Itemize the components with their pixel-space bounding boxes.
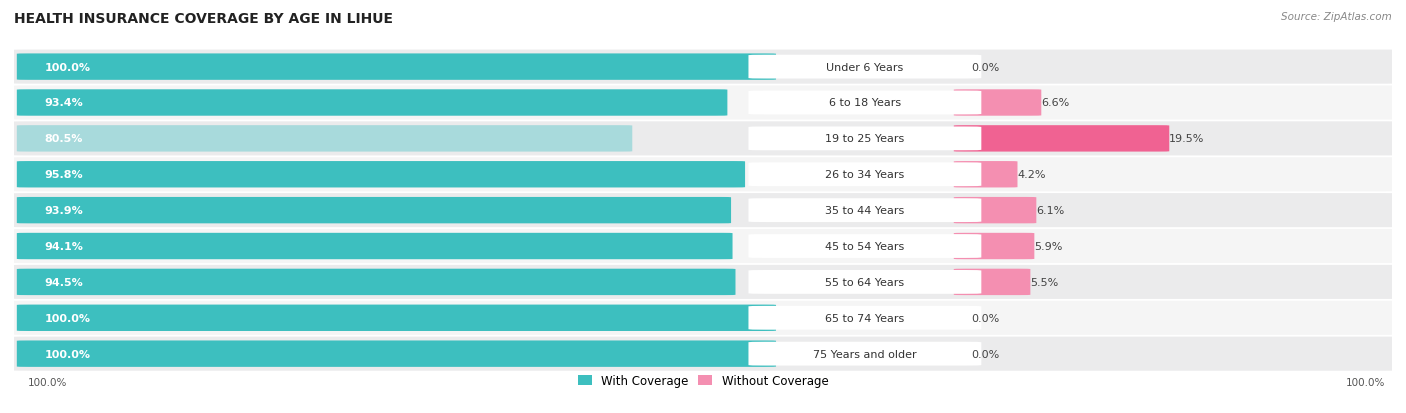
Text: 93.9%: 93.9% [45,206,83,216]
FancyBboxPatch shape [748,56,981,79]
Text: 95.8%: 95.8% [45,170,83,180]
FancyBboxPatch shape [953,233,1035,260]
Text: HEALTH INSURANCE COVERAGE BY AGE IN LIHUE: HEALTH INSURANCE COVERAGE BY AGE IN LIHU… [14,12,394,26]
FancyBboxPatch shape [953,161,1018,188]
FancyBboxPatch shape [7,122,1406,156]
FancyBboxPatch shape [748,91,981,115]
FancyBboxPatch shape [748,163,981,187]
Text: 4.2%: 4.2% [1018,170,1046,180]
Text: 100.0%: 100.0% [1346,377,1385,387]
Text: 6.6%: 6.6% [1042,98,1070,108]
Text: 0.0%: 0.0% [972,313,1000,323]
FancyBboxPatch shape [17,126,633,152]
FancyBboxPatch shape [17,233,733,260]
FancyBboxPatch shape [7,230,1406,263]
Text: 6 to 18 Years: 6 to 18 Years [830,98,901,108]
Text: 19.5%: 19.5% [1170,134,1205,144]
Text: 26 to 34 Years: 26 to 34 Years [825,170,904,180]
FancyBboxPatch shape [17,269,735,295]
Text: 94.1%: 94.1% [45,242,83,252]
Text: 100.0%: 100.0% [45,62,90,72]
Text: 65 to 74 Years: 65 to 74 Years [825,313,904,323]
FancyBboxPatch shape [17,197,731,224]
FancyBboxPatch shape [7,158,1406,192]
Text: 0.0%: 0.0% [972,349,1000,359]
FancyBboxPatch shape [17,90,727,116]
FancyBboxPatch shape [7,301,1406,335]
Text: 80.5%: 80.5% [45,134,83,144]
FancyBboxPatch shape [748,271,981,294]
Text: 100.0%: 100.0% [28,377,67,387]
Text: 55 to 64 Years: 55 to 64 Years [825,277,904,287]
Text: 100.0%: 100.0% [45,313,90,323]
FancyBboxPatch shape [17,54,776,81]
FancyBboxPatch shape [17,161,745,188]
Text: 93.4%: 93.4% [45,98,83,108]
FancyBboxPatch shape [7,337,1406,371]
FancyBboxPatch shape [17,341,776,367]
Text: 6.1%: 6.1% [1036,206,1064,216]
FancyBboxPatch shape [953,197,1036,224]
Text: 5.5%: 5.5% [1031,277,1059,287]
Text: 75 Years and older: 75 Years and older [813,349,917,359]
FancyBboxPatch shape [953,269,1031,295]
Text: 100.0%: 100.0% [45,349,90,359]
Text: 0.0%: 0.0% [972,62,1000,72]
Text: 5.9%: 5.9% [1035,242,1063,252]
FancyBboxPatch shape [17,305,776,331]
FancyBboxPatch shape [748,342,981,366]
FancyBboxPatch shape [7,50,1406,85]
FancyBboxPatch shape [7,265,1406,299]
Text: 19 to 25 Years: 19 to 25 Years [825,134,904,144]
Text: Under 6 Years: Under 6 Years [827,62,904,72]
FancyBboxPatch shape [953,126,1170,152]
FancyBboxPatch shape [7,86,1406,120]
Text: 45 to 54 Years: 45 to 54 Years [825,242,904,252]
FancyBboxPatch shape [748,127,981,151]
FancyBboxPatch shape [748,306,981,330]
FancyBboxPatch shape [748,235,981,258]
Text: Source: ZipAtlas.com: Source: ZipAtlas.com [1281,12,1392,22]
FancyBboxPatch shape [748,199,981,223]
FancyBboxPatch shape [7,194,1406,228]
Text: 94.5%: 94.5% [45,277,83,287]
Text: 35 to 44 Years: 35 to 44 Years [825,206,904,216]
FancyBboxPatch shape [953,90,1042,116]
Legend: With Coverage, Without Coverage: With Coverage, Without Coverage [572,369,834,392]
